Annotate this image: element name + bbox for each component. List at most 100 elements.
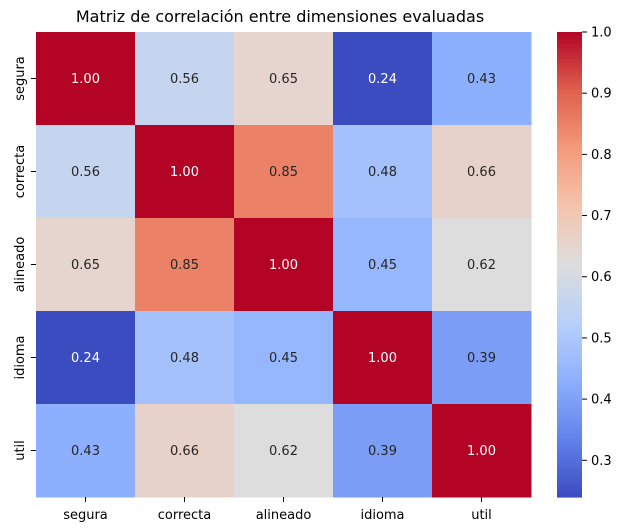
colorbar-tick-label: 0.7 [591,209,612,224]
colorbar-tick-label: 1.0 [591,26,612,41]
colorbar-segment [557,82,582,87]
heatmap-cell [234,404,334,498]
colorbar-tick-label: 0.5 [591,331,612,346]
cell-value-label: 0.45 [368,258,397,273]
colorbar-segment [557,311,582,316]
cell-value-label: 0.65 [71,258,100,273]
colorbar-segment [557,376,582,382]
colorbar-tick-label: 0.4 [591,393,612,408]
colorbar-segment [557,86,582,91]
colorbar-tick-label: 0.9 [591,87,612,102]
colorbar-segment [557,156,582,161]
colorbar-segment [557,392,582,397]
x-tick-label: util [471,508,492,523]
cell-value-label: 0.39 [368,444,397,459]
colorbar-segment [557,117,582,122]
colorbar-segment [557,423,582,428]
colorbar-segment [557,450,582,455]
cell-value-label: 0.48 [170,351,199,366]
colorbar-segment [557,59,582,64]
heatmap-cell [36,125,136,219]
colorbar-segment [557,431,582,436]
colorbar-segment [557,404,582,409]
colorbar-segment [557,171,582,176]
colorbar-segment [557,163,582,169]
colorbar-segment [557,78,582,83]
colorbar-segment [557,280,582,285]
colorbar-segment [557,70,582,76]
colorbar-segment [557,90,582,95]
cell-value-label: 0.62 [269,444,298,459]
cell-value-label: 0.62 [467,258,496,273]
colorbar-segment [557,411,582,417]
colorbar-segment [557,43,582,49]
colorbar-segment [557,229,582,235]
heatmap-cell [432,125,532,219]
y-tick-label: correcta [13,145,28,199]
colorbar-segment [557,221,582,227]
colorbar-segment [557,202,582,207]
heatmap-cell [432,32,532,126]
cell-value-label: 0.43 [71,444,100,459]
colorbar-segment [557,485,582,490]
colorbar-segment [557,109,582,114]
colorbar-segment [557,380,582,386]
cell-value-label: 0.65 [269,72,298,87]
colorbar-segment [557,190,582,196]
y-tick-label: idioma [13,335,28,379]
colorbar-segment [557,136,582,142]
colorbar-segment [557,334,582,339]
colorbar-segment [557,47,582,52]
heatmap-cells: 1.00 0.56 0.65 0.24 0.43 0.56 1.00 0.85 0.48 0.66… [36,32,532,498]
colorbar-segment [557,330,582,335]
colorbar-segment [557,469,582,475]
colorbar-segment [557,318,582,324]
colorbar-tick-label: 0.8 [591,148,612,163]
colorbar-segment [557,361,582,366]
colorbar-segment [557,326,582,331]
cell-value-label: 0.24 [71,351,100,366]
colorbar-segment [557,338,582,343]
colorbar-segment [557,179,582,184]
colorbar-segment [557,299,582,304]
heatmap-cell [333,218,433,312]
colorbar-segment [557,97,582,103]
y-tick-label: util [13,440,28,461]
heatmap-cell [36,218,136,312]
colorbar-segment [557,237,582,242]
colorbar-segment [557,268,582,273]
colorbar-segment [557,400,582,405]
cell-value-label: 1.00 [71,72,100,87]
colorbar-segment [557,303,582,308]
colorbar-segment [557,489,582,494]
colorbar-segment [557,225,582,231]
colorbar-segment [557,357,582,362]
colorbar-segment [557,167,582,173]
colorbar-segment [557,342,582,347]
colorbar-segment [557,466,582,471]
colorbar-segment [557,419,582,424]
heatmap-cell [135,311,235,405]
cell-value-label: 0.56 [170,72,199,87]
colorbar-segment [557,121,582,126]
colorbar-segment [557,233,582,238]
heatmap-cell [234,311,334,405]
chart-title: Matriz de correlación entre dimensiones … [76,7,484,26]
colorbar-segment [557,252,582,258]
cell-value-label: 0.85 [269,165,298,180]
colorbar-segment [557,384,582,390]
colorbar-segment [557,210,582,215]
heatmap-cell [135,32,235,126]
colorbar-segment [557,132,582,138]
colorbar-segment [557,322,582,328]
colorbar-segment [557,74,582,80]
colorbar-segment [557,101,582,107]
cell-value-label: 0.39 [467,351,496,366]
x-tick-label: idioma [360,508,404,523]
colorbar-segment [557,144,582,149]
colorbar-segment [557,128,582,134]
heatmap-cell [432,311,532,405]
heatmap-cell [234,218,334,312]
cell-value-label: 0.48 [368,165,397,180]
